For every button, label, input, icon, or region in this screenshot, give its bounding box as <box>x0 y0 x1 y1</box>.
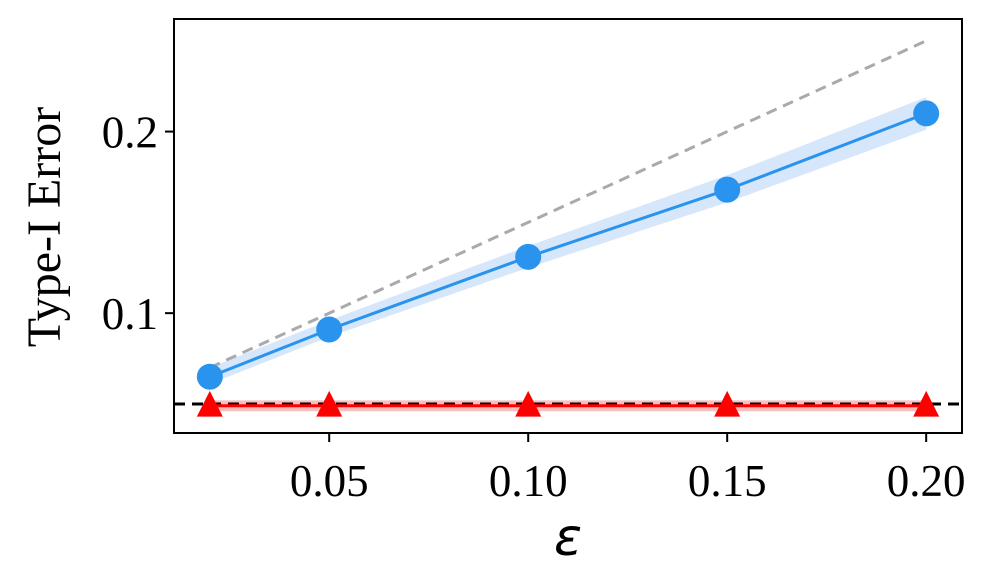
series-markers <box>196 100 940 417</box>
x-tick-label: 0.20 <box>887 456 966 506</box>
series-2-point <box>316 390 343 417</box>
confidence-bands <box>209 97 927 412</box>
y-tick-label: 0.2 <box>102 108 158 158</box>
series-2-point <box>913 390 940 417</box>
y-tick-label: 0.1 <box>102 289 158 339</box>
series-1-point <box>714 176 741 203</box>
y-axis-label: Type-I Error <box>18 107 71 348</box>
reference-lines <box>174 39 962 406</box>
x-tick-label: 0.10 <box>489 456 568 506</box>
x-tick-label: 0.05 <box>290 456 369 506</box>
x-axis-label: ε <box>554 508 582 568</box>
reference-line-1 <box>209 39 927 369</box>
series-2-point <box>515 390 542 417</box>
x-tick-label: 0.15 <box>688 456 767 506</box>
y-axis-ticks: 0.1 0.2 <box>102 108 174 339</box>
series-1-band <box>209 97 927 384</box>
x-axis-ticks: 0.05 0.10 0.15 0.20 <box>290 433 966 506</box>
series-1-point <box>316 316 343 343</box>
series-2-point <box>714 390 741 417</box>
series-1-point <box>515 243 542 270</box>
series-2-point <box>196 390 223 417</box>
plot-frame <box>173 18 963 434</box>
series-1-point <box>196 363 223 390</box>
series-1-point <box>913 100 940 127</box>
